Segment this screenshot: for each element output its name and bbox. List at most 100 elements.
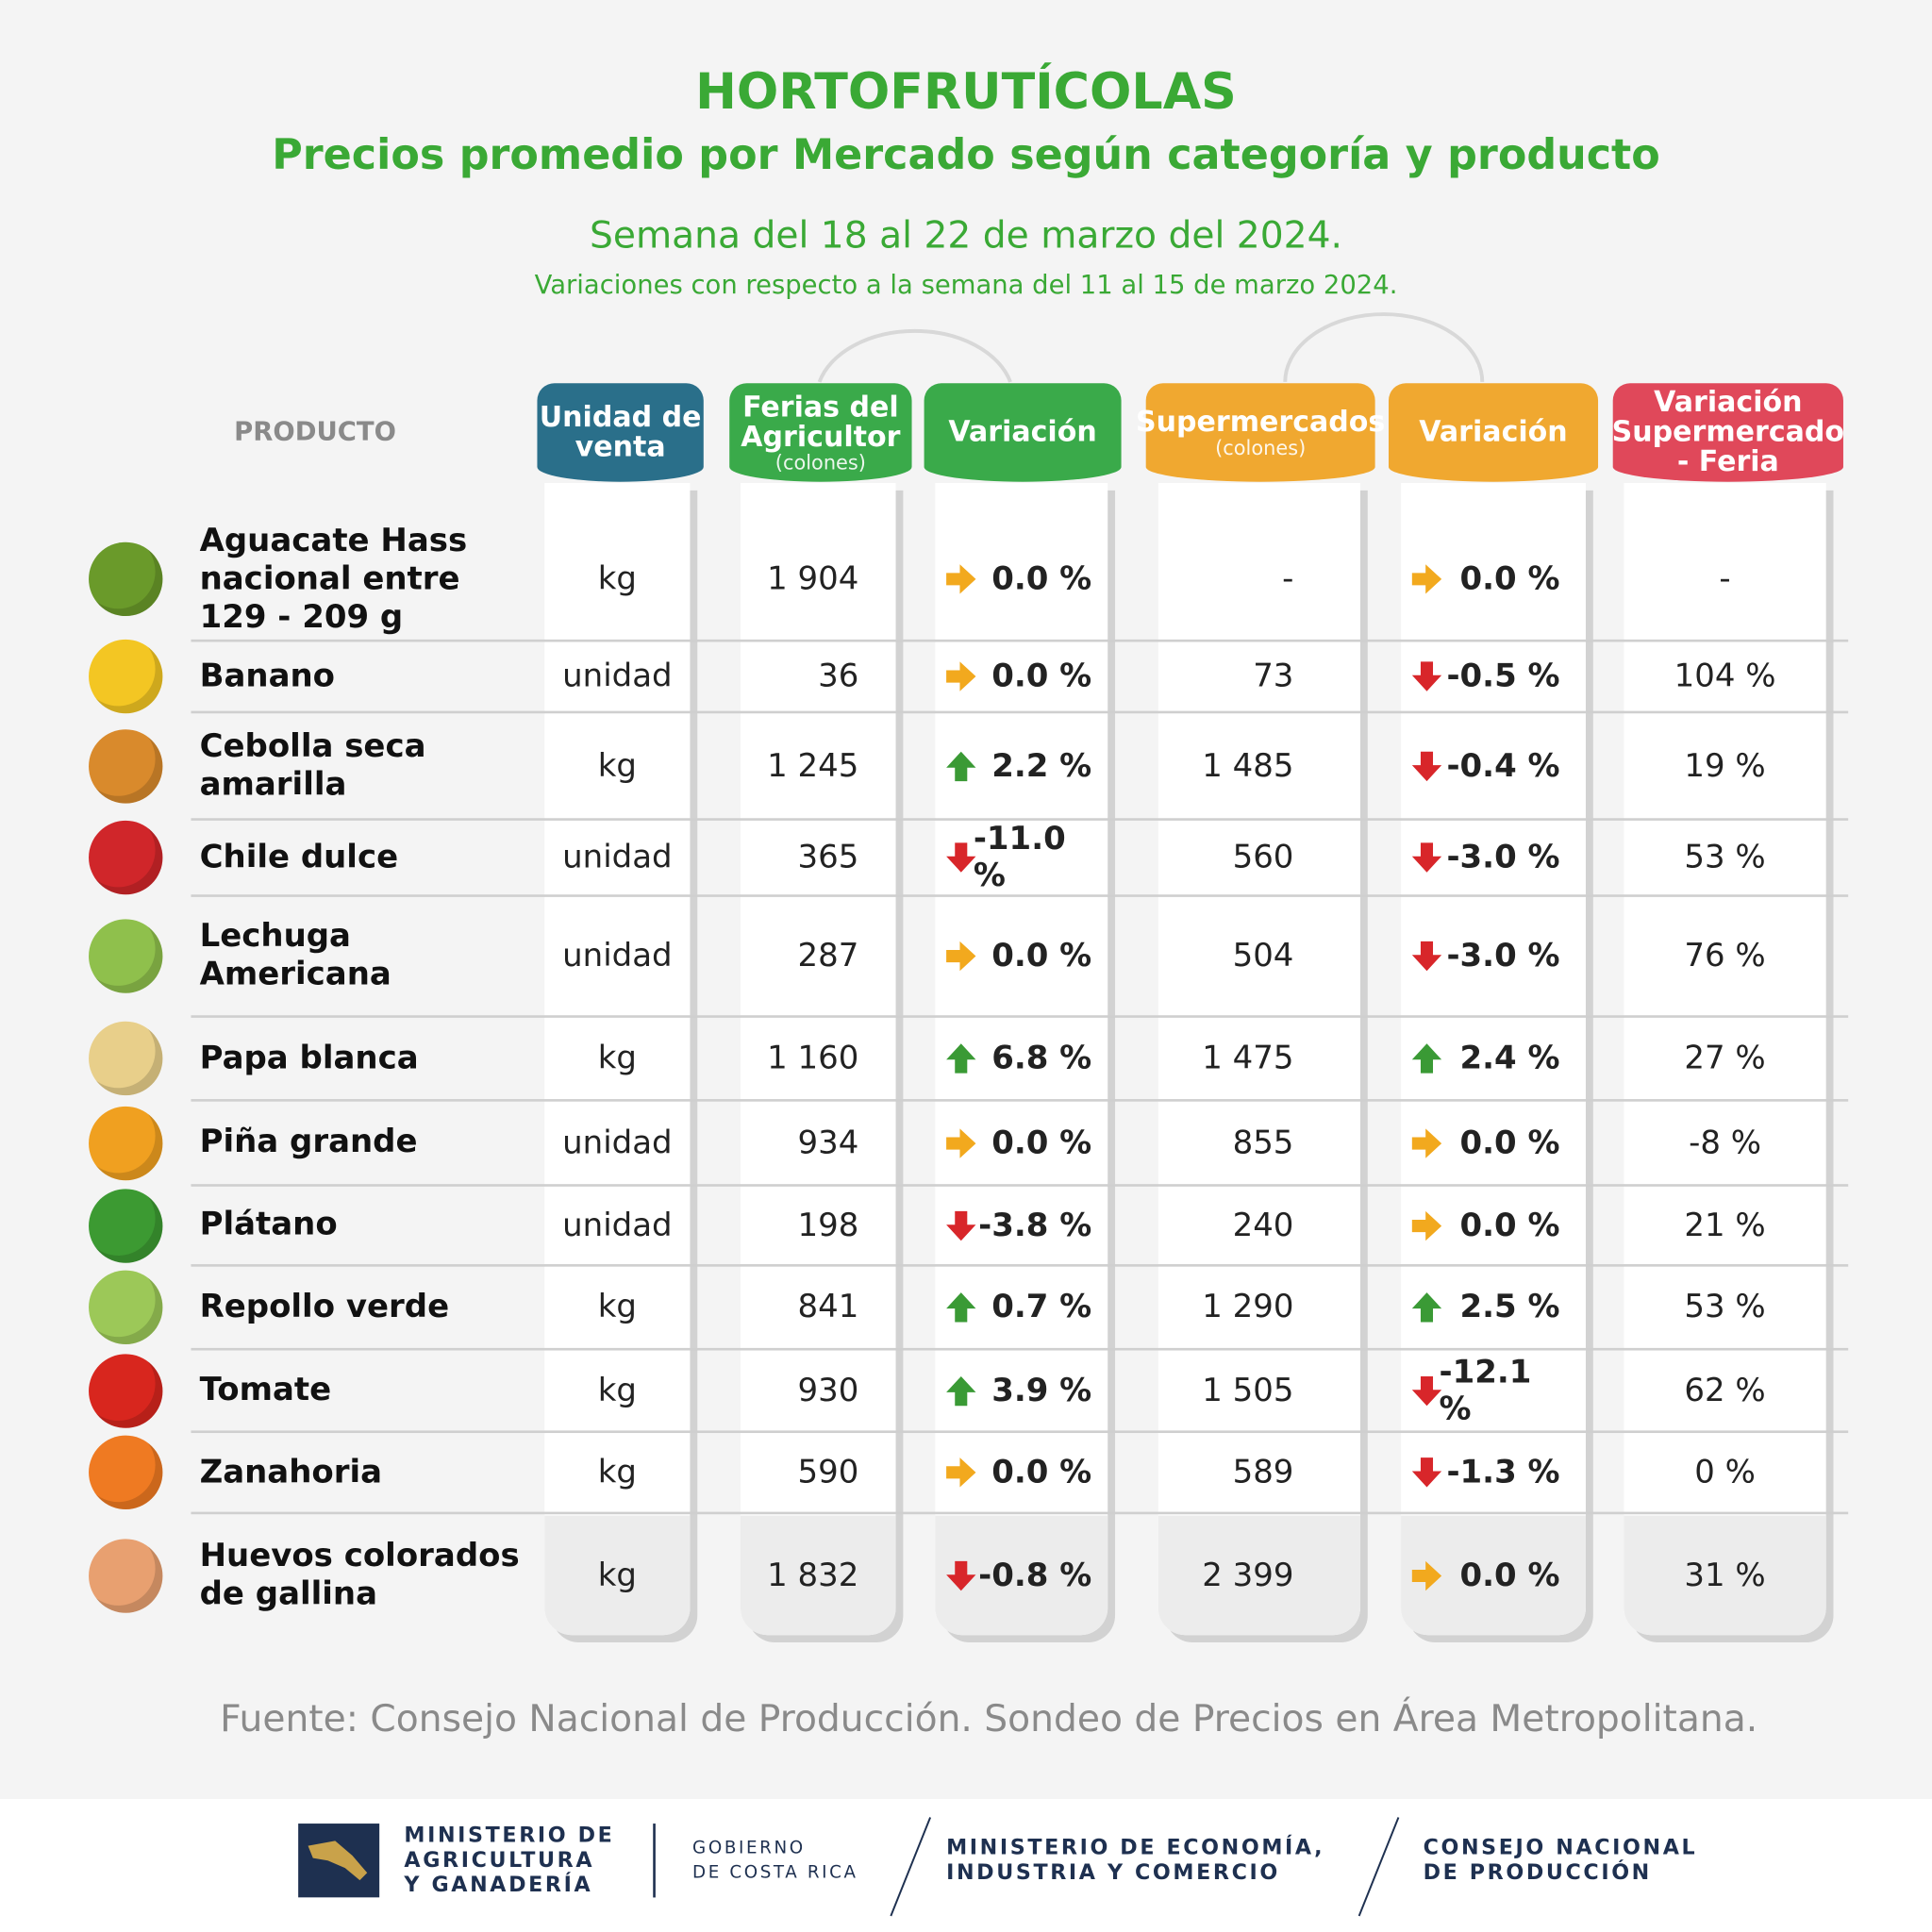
column-header: Variación bbox=[1388, 383, 1599, 482]
feria-price: 1 904 bbox=[767, 560, 859, 598]
header-label: Variación bbox=[948, 416, 1097, 449]
product-name: Repollo verde bbox=[199, 1288, 450, 1325]
row-shade bbox=[1624, 1515, 1826, 1636]
super-price: 1 485 bbox=[1202, 747, 1294, 785]
product-name: Banano bbox=[199, 657, 335, 694]
mag-logo bbox=[298, 1824, 380, 1898]
super-price: 1 505 bbox=[1202, 1372, 1294, 1409]
price-difference: 27 % bbox=[1684, 1040, 1766, 1077]
variation: 0.0 % bbox=[1459, 1557, 1560, 1595]
title: HORTOFRUTÍCOLAS bbox=[695, 63, 1237, 121]
row-separator bbox=[191, 1099, 1849, 1102]
gov-name: GOBIERNO DE COSTA RICA bbox=[692, 1838, 858, 1883]
variation-arrow bbox=[946, 751, 976, 781]
feria-price: 1 832 bbox=[767, 1557, 859, 1595]
feria-price: 841 bbox=[797, 1289, 859, 1326]
product-name: Piña grande bbox=[199, 1124, 418, 1161]
column-header: Ferias del Agricultor (colones) bbox=[729, 383, 912, 482]
product-name: Huevos colorados de gallina bbox=[199, 1538, 520, 1613]
mag-name: MINISTERIO DE AGRICULTURA Y GANADERÍA bbox=[404, 1824, 615, 1898]
column-body bbox=[740, 482, 896, 1636]
variation-arrow bbox=[1411, 1375, 1442, 1406]
variation-arrow bbox=[946, 1560, 976, 1591]
variation-arrow bbox=[1411, 1043, 1442, 1074]
column-body bbox=[1624, 482, 1826, 1636]
product-name: Plátano bbox=[199, 1206, 338, 1243]
unit: kg bbox=[597, 1289, 637, 1326]
unit: unidad bbox=[562, 1124, 673, 1162]
price-difference: 104 % bbox=[1674, 658, 1776, 695]
variation-arrow bbox=[1411, 1127, 1442, 1158]
feria-price: 1 245 bbox=[767, 747, 859, 785]
price-difference: 19 % bbox=[1684, 747, 1766, 785]
feria-price: 287 bbox=[797, 937, 859, 975]
super-price: 240 bbox=[1232, 1207, 1294, 1244]
unit: kg bbox=[597, 1454, 637, 1491]
feria-price: 198 bbox=[797, 1207, 859, 1244]
variation-arrow bbox=[946, 1375, 976, 1406]
product-name: Cebolla seca amarilla bbox=[199, 727, 426, 803]
price-difference: 53 % bbox=[1684, 839, 1766, 876]
variation: -3.0 % bbox=[1446, 937, 1560, 975]
feria-price: 36 bbox=[818, 658, 859, 695]
variation: 0.0 % bbox=[991, 658, 1092, 695]
row-separator bbox=[191, 818, 1849, 821]
product-name: Zanahoria bbox=[199, 1453, 383, 1491]
row-separator bbox=[191, 1511, 1849, 1515]
price-difference: 76 % bbox=[1684, 937, 1766, 975]
cnp-name: CONSEJO NACIONAL DE PRODUCCIÓN bbox=[1423, 1836, 1698, 1886]
header-label: Ferias del Agricultor bbox=[741, 391, 901, 453]
header-label: Supermercados bbox=[1135, 406, 1386, 439]
variation-arrow bbox=[1411, 661, 1442, 691]
price-difference: -8 % bbox=[1689, 1124, 1762, 1162]
product-icon bbox=[89, 1106, 163, 1180]
super-price: 1 290 bbox=[1202, 1289, 1294, 1326]
product-name: Aguacate Hass nacional entre 129 - 209 g bbox=[199, 522, 468, 636]
header-label: Unidad de venta bbox=[539, 401, 702, 464]
variation: -11.0 % bbox=[973, 820, 1066, 895]
product-icon bbox=[89, 919, 163, 993]
feria-price: 930 bbox=[797, 1372, 859, 1409]
super-price: 73 bbox=[1253, 658, 1294, 695]
super-price: 855 bbox=[1232, 1124, 1294, 1162]
footer-band: MINISTERIO DE AGRICULTURA Y GANADERÍA GO… bbox=[0, 1798, 1932, 1932]
variation: 0.0 % bbox=[991, 1454, 1092, 1491]
variation: -12.1 % bbox=[1439, 1353, 1532, 1428]
unit: kg bbox=[597, 747, 637, 785]
super-price: 589 bbox=[1232, 1454, 1294, 1491]
variation: -0.4 % bbox=[1446, 747, 1560, 785]
product-name: Lechuga Americana bbox=[199, 918, 391, 993]
variation-arrow bbox=[1411, 842, 1442, 873]
product-name: Chile dulce bbox=[199, 838, 399, 875]
header-label: PRODUCTO bbox=[234, 416, 396, 446]
feria-price: 590 bbox=[797, 1454, 859, 1491]
week: Semana del 18 al 22 de marzo del 2024. bbox=[589, 214, 1342, 258]
variation-arrow bbox=[1411, 941, 1442, 972]
variation: -0.5 % bbox=[1446, 658, 1560, 695]
unit: kg bbox=[597, 1040, 637, 1077]
row-shade bbox=[740, 1515, 896, 1636]
header-sub: (colones) bbox=[774, 450, 866, 475]
product-icon bbox=[89, 639, 163, 714]
row-separator bbox=[191, 710, 1849, 714]
variation: 0.0 % bbox=[991, 937, 1092, 975]
product-icon bbox=[89, 1353, 163, 1428]
variation: 0.0 % bbox=[991, 1124, 1092, 1162]
column-header: Supermercados (colones) bbox=[1136, 383, 1385, 482]
header-label: Variación bbox=[1419, 416, 1568, 449]
price-difference: 21 % bbox=[1684, 1207, 1766, 1244]
super-price: 2 399 bbox=[1202, 1557, 1294, 1595]
unit: kg bbox=[597, 560, 637, 598]
variation: -1.3 % bbox=[1446, 1454, 1560, 1491]
note: Variaciones con respecto a la semana del… bbox=[534, 270, 1398, 300]
price-difference: 62 % bbox=[1684, 1372, 1766, 1409]
variation: 2.5 % bbox=[1459, 1289, 1560, 1326]
product-icon bbox=[89, 541, 163, 617]
variation: 6.8 % bbox=[991, 1040, 1092, 1077]
source: Fuente: Consejo Nacional de Producción. … bbox=[220, 1697, 1758, 1741]
slash bbox=[1357, 1817, 1400, 1917]
variation: 0.0 % bbox=[991, 560, 1092, 598]
variation: 2.4 % bbox=[1459, 1040, 1560, 1077]
